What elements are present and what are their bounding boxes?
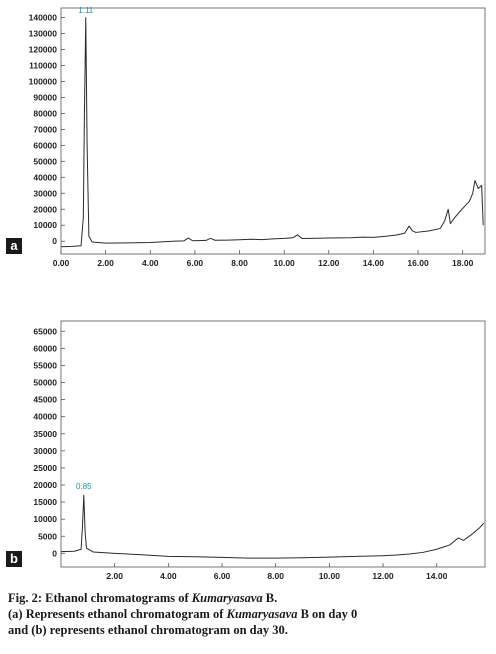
chart-b-xtick-label: 14.00 bbox=[426, 571, 448, 581]
chart-b-xtick-label: 4.00 bbox=[160, 571, 177, 581]
chart-b-ytick-label: 30000 bbox=[33, 446, 57, 456]
chart-a-xtick-label: 0.00 bbox=[53, 258, 70, 268]
chart-b-xtick-label: 6.00 bbox=[214, 571, 231, 581]
chart-a-ytick-label: 100000 bbox=[29, 76, 58, 86]
chart-a-panel-letter: a bbox=[10, 238, 18, 253]
chromatogram-b-plot: 0 5000 10000 15000 20000 25000 30000 35000 40000… bbox=[6, 320, 486, 581]
chart-a-xtick-label: 2.00 bbox=[97, 258, 114, 268]
chart-a-ytick-label: 10000 bbox=[33, 220, 57, 230]
caption-line-1-italic: Kumaryasava bbox=[191, 591, 263, 605]
chart-b-ytick-label: 0 bbox=[52, 548, 57, 558]
figure-caption: Fig. 2: Ethanol chromatograms of Kumarya… bbox=[8, 590, 492, 638]
chart-a-ytick-label: 40000 bbox=[33, 172, 57, 182]
chart-a-xtick-label: 10.00 bbox=[274, 258, 296, 268]
chart-b-panel-letter: b bbox=[10, 551, 18, 566]
chart-b-panel-letter-box bbox=[6, 551, 22, 567]
chart-b-ytick-label: 5000 bbox=[38, 531, 57, 541]
caption-line-1-post: B. bbox=[262, 591, 278, 605]
chart-b-ytick-label: 20000 bbox=[33, 480, 57, 490]
chart-b-series-line bbox=[60, 494, 485, 559]
chart-a-xtick-label: 14.00 bbox=[363, 258, 385, 268]
caption-line-2-italic: Kumaryasava bbox=[226, 607, 298, 621]
chart-a-ytick-label: 50000 bbox=[33, 156, 57, 166]
chart-a-ytick-label: 120000 bbox=[29, 45, 58, 55]
chart-b-xtick-label: 2.00 bbox=[106, 571, 123, 581]
chart-b-ytick-label: 25000 bbox=[33, 463, 57, 473]
chart-a-xtick-label: 18.00 bbox=[452, 258, 474, 268]
chart-b-ytick-label: 10000 bbox=[33, 514, 57, 524]
chart-a-ytick-label: 20000 bbox=[33, 204, 57, 214]
chart-b-xtick-label: 8.00 bbox=[267, 571, 284, 581]
chromatogram-b: 0 5000 10000 15000 20000 25000 30000 35000 40000… bbox=[0, 311, 496, 586]
chart-b-ytick-label: 65000 bbox=[33, 326, 57, 336]
caption-line-1: Fig. 2: Ethanol chromatograms of Kumarya… bbox=[8, 590, 492, 606]
chart-a-ytick-label: 130000 bbox=[29, 29, 58, 39]
chart-b-ytick-label: 60000 bbox=[33, 343, 57, 353]
chart-a-xtick-label: 8.00 bbox=[231, 258, 248, 268]
chart-a-xtick-label: 4.00 bbox=[142, 258, 159, 268]
chart-a-frame bbox=[60, 7, 486, 255]
chart-b-frame bbox=[60, 320, 486, 568]
chart-a-panel-letter-box bbox=[6, 238, 22, 254]
chart-b-ytick-label: 15000 bbox=[33, 497, 57, 507]
chart-a-peak-label: 1.11 bbox=[78, 6, 94, 15]
chart-a-ytick-label: 30000 bbox=[33, 188, 57, 198]
chromatogram-a-plot: 0 10000 20000 30000 40000 50000 60000 70000 8000… bbox=[6, 6, 486, 268]
chart-a-ytick-label: 80000 bbox=[33, 108, 57, 118]
chart-b-ytick-label: 35000 bbox=[33, 429, 57, 439]
chart-b-xtick-label: 12.00 bbox=[372, 571, 394, 581]
chart-a-ytick-label: 110000 bbox=[29, 61, 57, 71]
chart-a-ytick-label: 60000 bbox=[33, 140, 57, 150]
chart-b-xtick-label: 10.00 bbox=[319, 571, 341, 581]
caption-line-2: (a) Represents ethanol chromatogram of K… bbox=[8, 606, 492, 622]
caption-line-1-pre: Fig. 2: Ethanol chromatograms of bbox=[8, 591, 192, 605]
chart-a-ytick-label: 70000 bbox=[33, 124, 57, 134]
caption-line-2-pre: (a) Represents ethanol chromatogram of bbox=[8, 607, 227, 621]
caption-line-2-post: B on day 0 bbox=[297, 607, 358, 621]
chart-a-xtick-label: 16.00 bbox=[407, 258, 429, 268]
chart-a-ytick-label: 0 bbox=[52, 236, 57, 246]
chart-b-ytick-label: 50000 bbox=[33, 378, 57, 388]
chromatogram-a: 0 10000 20000 30000 40000 50000 60000 70000 8000… bbox=[0, 0, 496, 272]
chart-b-peak-label: 0.85 bbox=[76, 482, 92, 491]
chart-b-ytick-label: 40000 bbox=[33, 412, 57, 422]
chart-a-series-line bbox=[60, 17, 484, 248]
chart-a-ytick-label: 90000 bbox=[33, 92, 57, 102]
chart-a-ytick-label: 140000 bbox=[29, 13, 58, 23]
chart-b-ytick-label: 55000 bbox=[33, 360, 57, 370]
chart-a-xtick-label: 12.00 bbox=[318, 258, 340, 268]
chart-b-ytick-label: 45000 bbox=[33, 395, 57, 405]
caption-line-3: and (b) represents ethanol chromatogram … bbox=[8, 623, 288, 637]
chart-a-xtick-label: 6.00 bbox=[187, 258, 204, 268]
